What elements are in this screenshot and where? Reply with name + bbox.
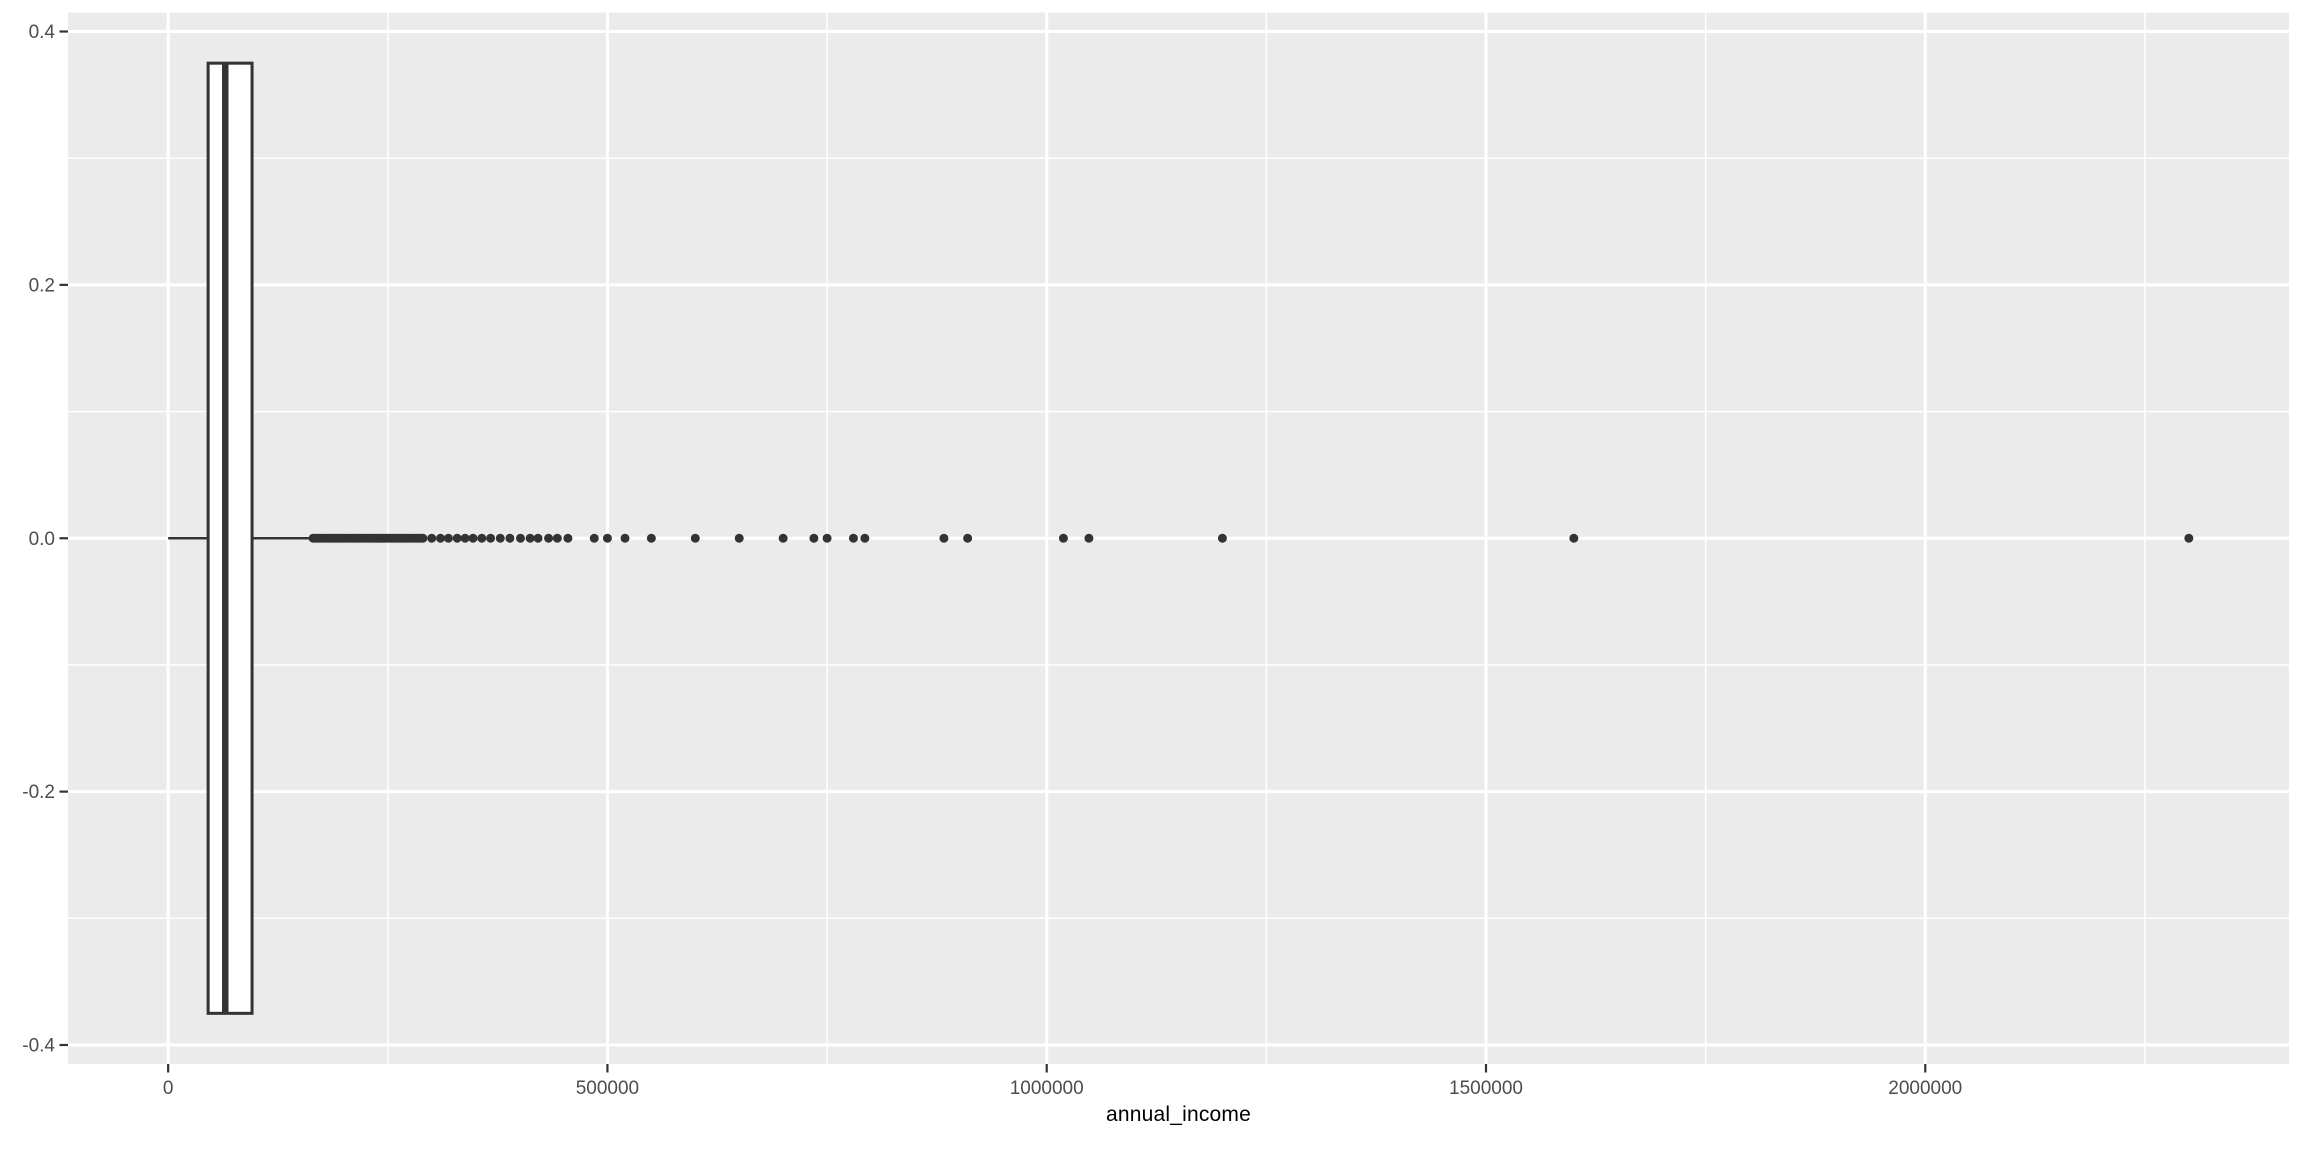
outlier-point <box>2184 533 2194 543</box>
outlier-point <box>734 533 744 543</box>
outlier-point <box>1569 533 1579 543</box>
outlier-point <box>620 533 630 543</box>
x-tick-label: 2000000 <box>1888 1078 1962 1099</box>
outlier-point <box>533 533 543 543</box>
outlier-point <box>418 533 428 543</box>
outlier-point <box>443 533 453 543</box>
x-tick-label: 500000 <box>576 1078 639 1099</box>
y-tick-label: -0.4 <box>22 1035 55 1056</box>
x-axis-title: annual_income <box>1105 1103 1252 1126</box>
y-tick-label: 0.4 <box>29 22 56 43</box>
boxplot-box <box>206 61 254 1015</box>
outlier-point <box>809 533 819 543</box>
outlier-point <box>544 533 554 543</box>
outlier-point <box>515 533 525 543</box>
outlier-point <box>602 533 612 543</box>
x-tick-label: 1500000 <box>1449 1078 1523 1099</box>
outlier-point <box>436 533 446 543</box>
outlier-point <box>460 533 470 543</box>
outlier-point <box>646 533 656 543</box>
y-tick-label: 0.2 <box>29 275 55 296</box>
outlier-point <box>468 533 478 543</box>
outlier-point <box>822 533 832 543</box>
y-tick-label: 0.0 <box>29 529 55 550</box>
outlier-point <box>495 533 505 543</box>
outlier-point <box>963 533 973 543</box>
outlier-point <box>552 533 562 543</box>
outlier-point <box>563 533 573 543</box>
outlier-point <box>778 533 788 543</box>
x-tick-label: 0 <box>163 1078 174 1099</box>
outlier-point <box>1058 533 1068 543</box>
outlier-point <box>452 533 462 543</box>
outlier-point <box>848 533 858 543</box>
outlier-point <box>525 533 535 543</box>
y-tick-label: -0.2 <box>22 782 55 803</box>
outlier-point <box>1217 533 1227 543</box>
outlier-point <box>427 533 437 543</box>
outlier-point <box>477 533 487 543</box>
outlier-point <box>690 533 700 543</box>
outlier-point <box>589 533 599 543</box>
outlier-point <box>1084 533 1094 543</box>
outlier-point <box>939 533 949 543</box>
outlier-point <box>486 533 496 543</box>
x-tick-label: 1000000 <box>1010 1078 1084 1099</box>
outlier-point <box>505 533 515 543</box>
outlier-point <box>860 533 870 543</box>
